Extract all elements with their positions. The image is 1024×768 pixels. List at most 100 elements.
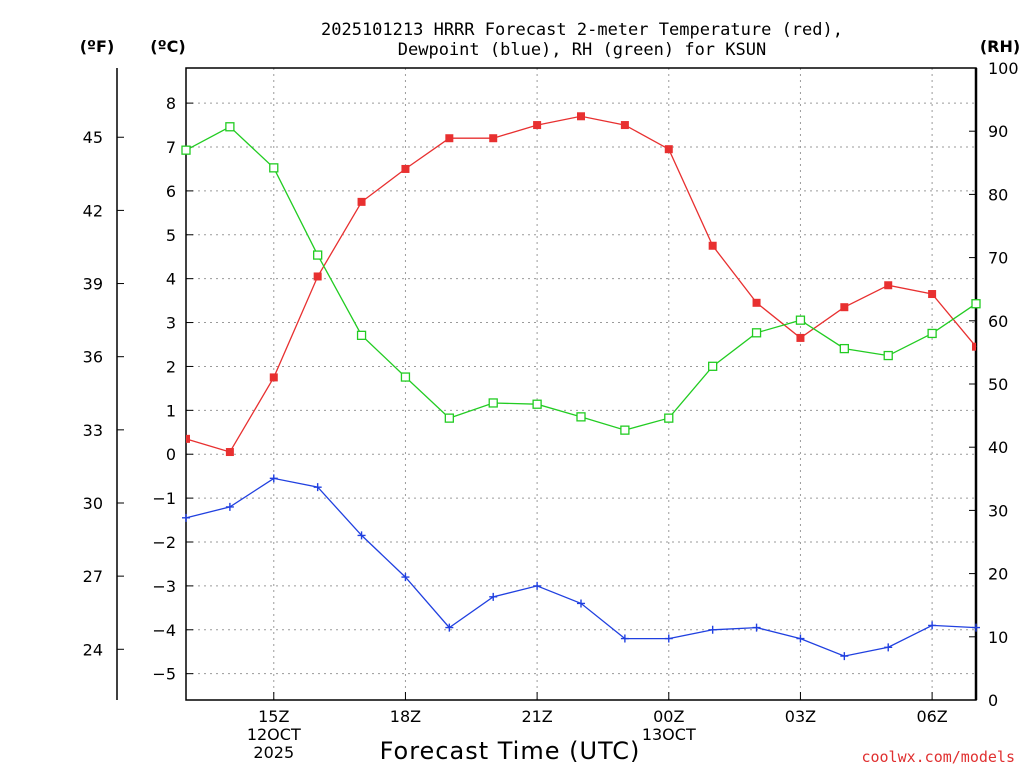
dewpoint-point [269, 474, 278, 483]
rh-tick-label: 40 [988, 438, 1008, 457]
series [181, 112, 981, 661]
rh-tick-label: 60 [988, 312, 1008, 331]
fahrenheit-tick-label: 45 [83, 128, 103, 147]
rh-point [444, 413, 454, 423]
credit-text: coolwx.com/models [861, 748, 1015, 766]
temperature-point [708, 241, 717, 250]
rh-point [751, 328, 762, 338]
temperature-point [445, 134, 454, 143]
rh-point [488, 398, 498, 408]
rh-point [400, 372, 411, 382]
rh-tick-label: 30 [988, 501, 1008, 520]
dewpoint-point [401, 573, 410, 582]
celsius-tick-label: 5 [166, 226, 176, 245]
x-tick-label: 00Z [653, 707, 684, 726]
fahrenheit-tick-label: 36 [83, 348, 103, 367]
dewpoint-point [445, 623, 454, 632]
dewpoint-point [884, 643, 893, 652]
temperature-point [489, 134, 498, 143]
rh-point [620, 425, 630, 435]
x-tick-label: 13OCT [642, 725, 696, 744]
rh-point [576, 412, 586, 422]
rh-unit-label: (RH) [980, 37, 1020, 56]
rh-tick-label: 50 [988, 375, 1008, 394]
fahrenheit-tick-label: 27 [83, 567, 103, 586]
celsius-tick-label: 3 [166, 314, 176, 333]
rh-point [356, 330, 367, 340]
dewpoint-point [664, 634, 673, 643]
dewpoint-point [357, 531, 366, 540]
celsius-tick-label: −3 [152, 577, 176, 596]
celsius-tick-label: −1 [152, 489, 176, 508]
fahrenheit-tick-label: 30 [83, 494, 103, 513]
temperature-point [533, 121, 542, 130]
temperature-point [620, 121, 629, 130]
temperature-point [313, 272, 322, 281]
rh-tick-label: 20 [988, 565, 1008, 584]
rh-point [839, 343, 849, 354]
rh-point [883, 350, 893, 361]
x-tick-label: 18Z [390, 707, 421, 726]
fahrenheit-tick-label: 42 [83, 201, 103, 220]
temperature-point [752, 298, 761, 307]
temperature-point [664, 145, 673, 154]
temperature-point [186, 434, 190, 443]
fahrenheit-tick-label: 33 [83, 421, 103, 440]
rh-tick-label: 10 [988, 628, 1008, 647]
celsius-tick-label: −2 [152, 533, 176, 552]
temperature-point [796, 333, 805, 342]
celsius-tick-label: −4 [152, 621, 176, 640]
celsius-tick-label: 4 [166, 270, 176, 289]
rh-point [181, 145, 191, 155]
dewpoint-line [185, 477, 977, 657]
rh-tick-label: 0 [988, 691, 998, 710]
celsius-tick-label: 8 [166, 94, 176, 113]
temperature-point [928, 290, 937, 299]
rh-point [971, 299, 981, 309]
rh-line [185, 126, 977, 431]
x-tick-label: 12OCT [247, 725, 301, 744]
fahrenheit-unit-label: (ºF) [80, 37, 115, 56]
rh-tick-label: 80 [988, 185, 1008, 204]
x-tick-label: 2025 [253, 743, 294, 762]
celsius-unit-label: (ºC) [150, 37, 185, 56]
dewpoint-point [577, 599, 585, 608]
temperature-point [401, 164, 410, 173]
temperature-point [972, 342, 976, 351]
temperature-point [840, 303, 849, 312]
dewpoint-point [182, 513, 190, 522]
fahrenheit-tick-label: 39 [83, 275, 103, 294]
dewpoint-point [708, 625, 717, 634]
rh-point [795, 315, 806, 325]
dewpoint-point [796, 634, 805, 643]
temperature-line [185, 115, 977, 453]
axis-ticks: −5−4−3−2−1012345678242730333639424501020… [83, 59, 1019, 710]
rh-point [664, 413, 674, 423]
temperature-point [269, 373, 278, 382]
celsius-tick-label: 0 [166, 445, 176, 464]
celsius-tick-label: −5 [152, 665, 176, 684]
celsius-tick-label: 1 [166, 401, 176, 420]
dewpoint-point [533, 581, 542, 590]
chart-title-line-2: Dewpoint (blue), RH (green) for KSUN [398, 40, 766, 60]
dewpoint-point [620, 634, 629, 643]
rh-point [269, 163, 279, 173]
celsius-tick-label: 7 [166, 138, 176, 157]
dewpoint-point [313, 483, 322, 492]
x-tick-label: 21Z [521, 707, 552, 726]
rh-tick-label: 100 [988, 59, 1019, 78]
x-tick-label: 15Z [258, 707, 289, 726]
temperature-point [577, 112, 585, 121]
rh-point [313, 250, 323, 260]
fahrenheit-tick-label: 24 [83, 640, 103, 659]
temperature-point [357, 197, 366, 206]
rh-tick-label: 70 [988, 249, 1008, 268]
dewpoint-point [489, 592, 498, 601]
x-axis-label: Forecast Time (UTC) [380, 737, 641, 765]
dewpoint-point [840, 652, 849, 661]
chart-title-line-1: 2025101213 HRRR Forecast 2-meter Tempera… [321, 20, 843, 40]
temperature-point [884, 281, 893, 290]
rh-point [225, 122, 235, 132]
